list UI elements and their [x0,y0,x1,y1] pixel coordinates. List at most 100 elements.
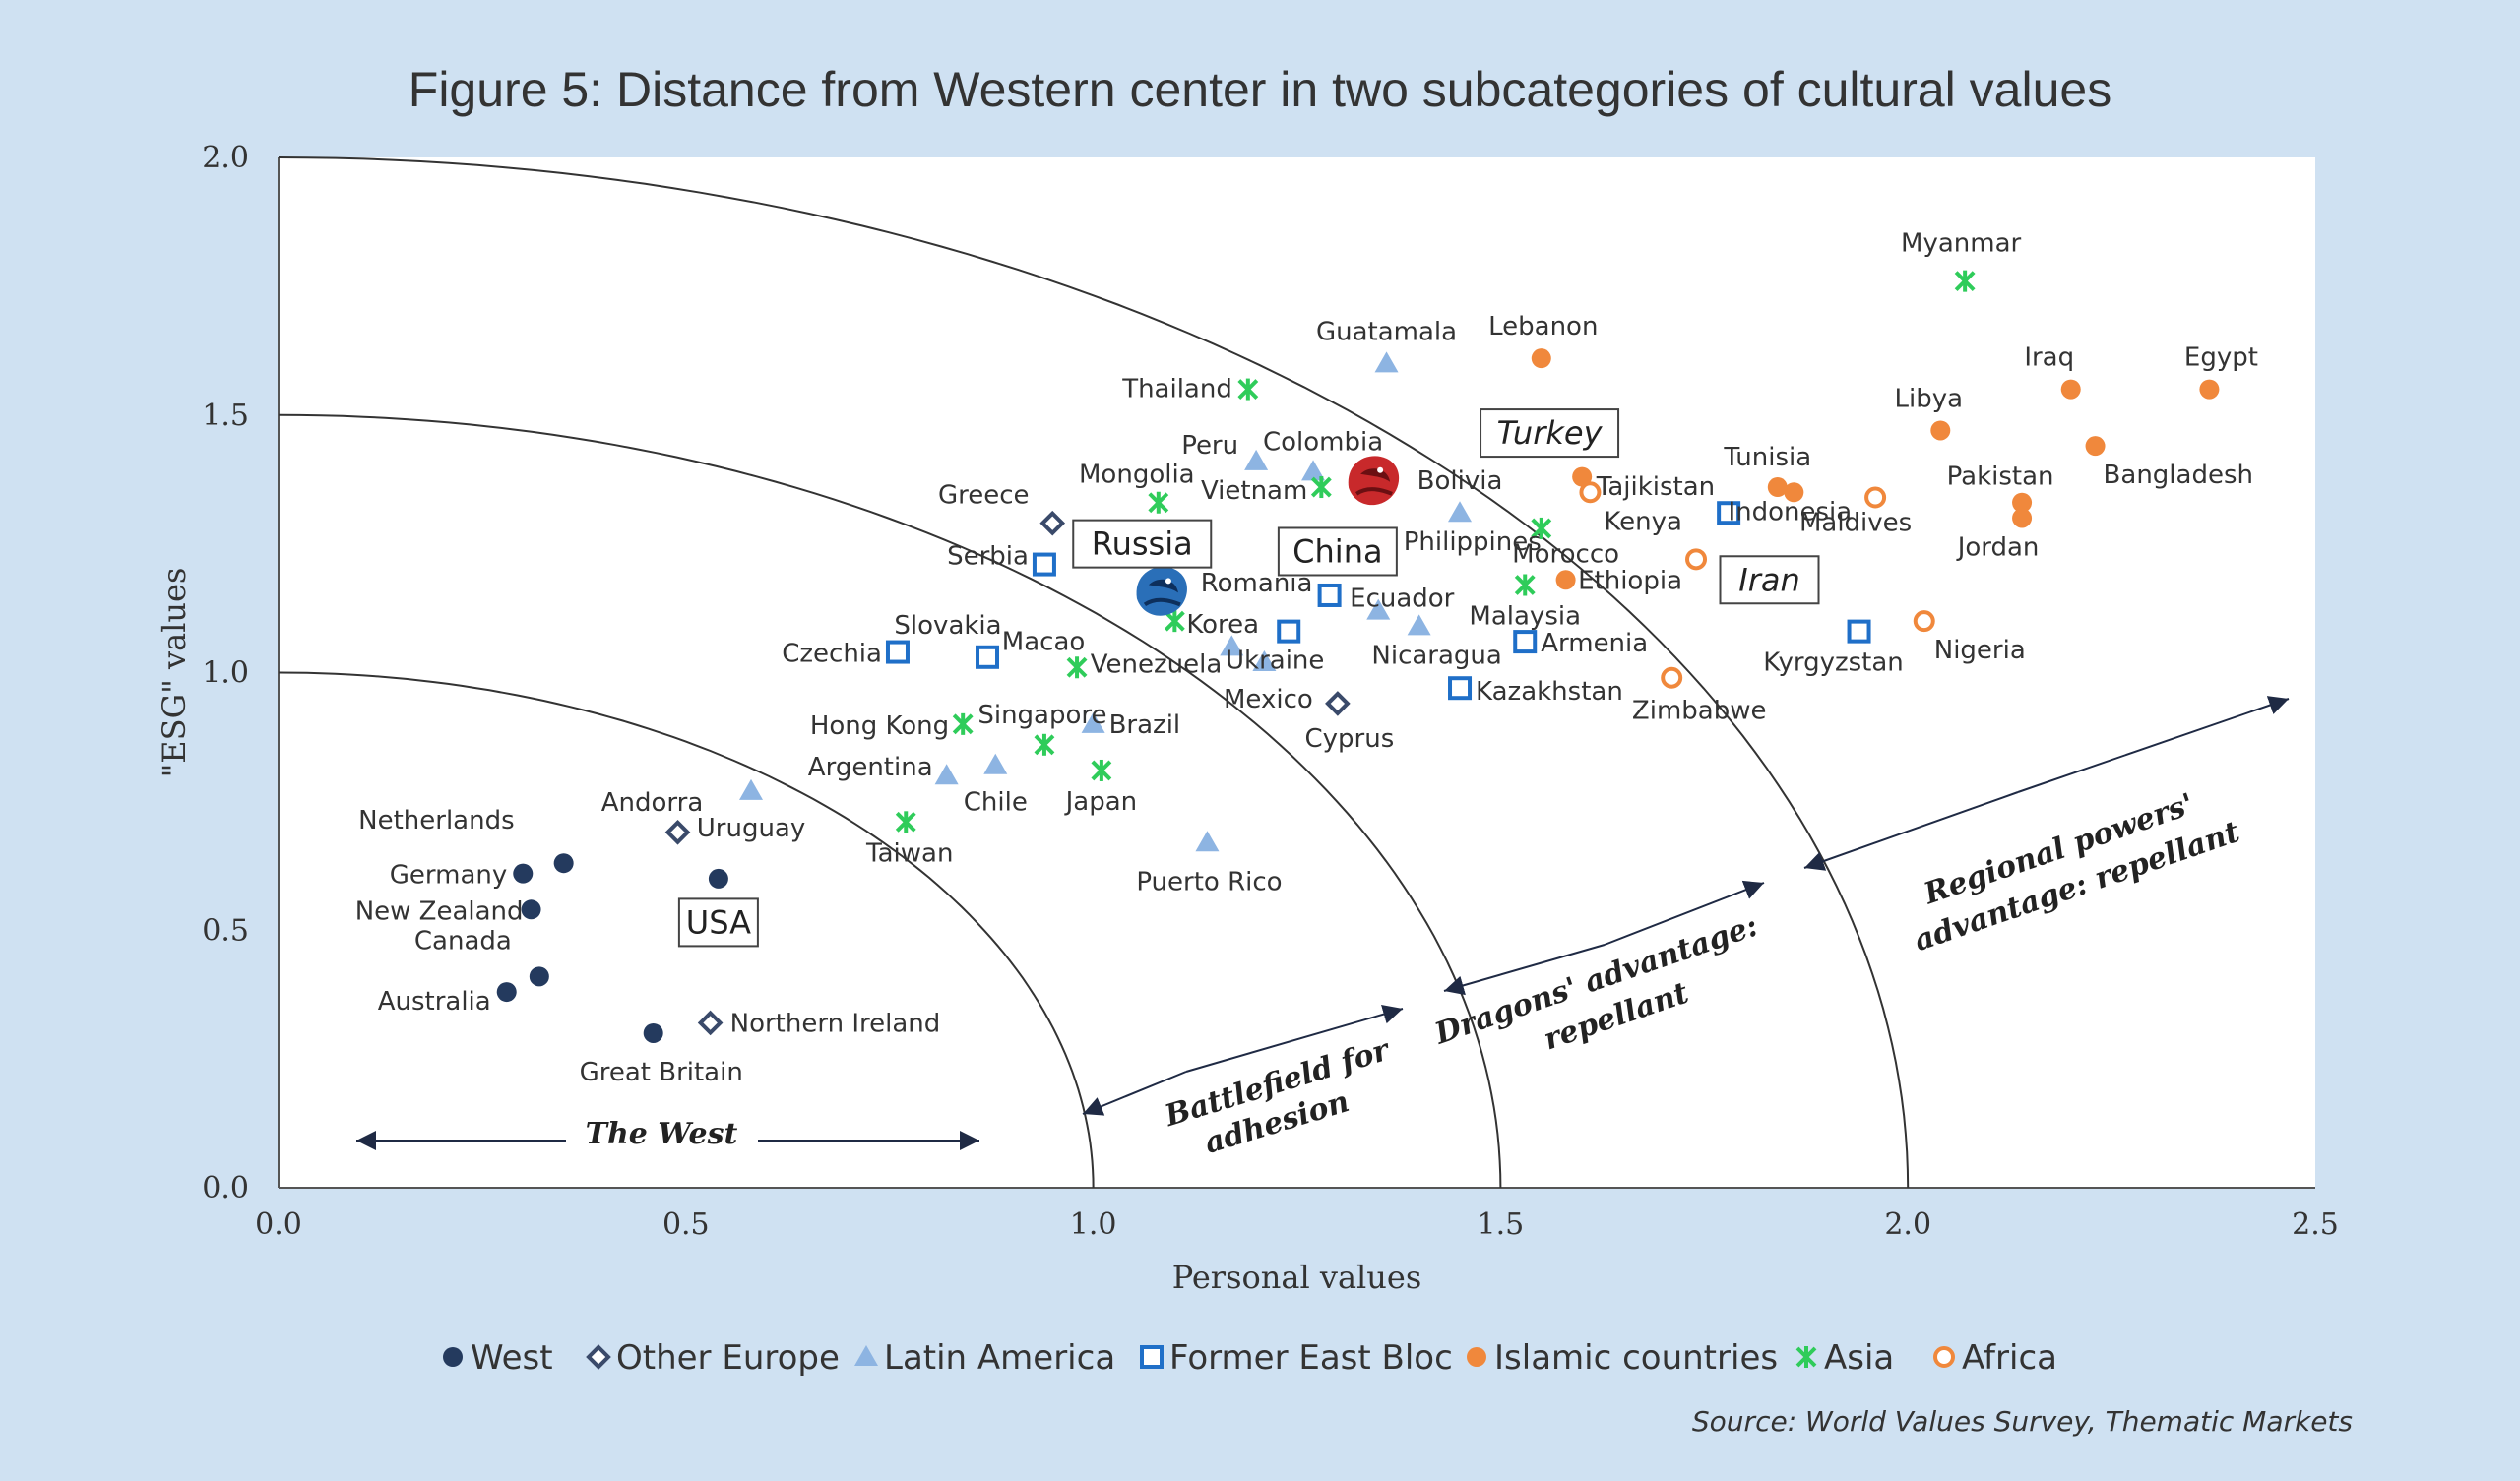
point-label-guatamala: Guatamala [1316,317,1457,346]
point-ecuador [1366,598,1391,620]
point-egypt [2199,379,2220,400]
point-label-andorra: Andorra [601,788,704,818]
point-label-mongolia: Mongolia [1079,461,1195,490]
point-label-greece: Greece [938,481,1030,511]
point-libya [1930,420,1951,441]
point-singapore [1034,733,1055,756]
point-label-philippines: Philippines [1404,527,1542,557]
point-label-korea: Korea [1186,610,1259,640]
point-myanmar [1954,270,1976,292]
annotation-west: The West [586,1117,738,1151]
point-cyprus [1325,691,1351,716]
point-label-tunisia: Tunisia [1723,443,1811,472]
point-uruguay [739,778,764,800]
point-japan [1091,759,1112,781]
point-canada [529,966,549,987]
point-peru [1244,449,1269,470]
point-guatamala [1374,351,1399,373]
point-australia [496,982,517,1003]
dragons-arrow-left [1443,944,1606,996]
legend-label-former-east-bloc: Former East Bloc [1169,1338,1453,1378]
point-label-ecuador: Ecuador [1350,585,1455,614]
legend-label-west: West [471,1338,553,1378]
box-iran [1719,555,1820,605]
point-colombia [1301,460,1326,481]
point-label-kenya: Kenya [1604,507,1682,536]
point-ethiopia [1685,548,1708,571]
point-label-myanmar: Myanmar [1901,229,2021,259]
box-turkey [1480,408,1620,459]
point-label-new-zealand: New Zealand [355,896,524,926]
legend-marker-latin-america [854,1345,878,1366]
point-mongolia [1148,491,1169,514]
point-label-slovakia: Slovakia [894,611,1001,641]
point-bolivia [1448,501,1473,523]
point-korea [1164,610,1185,633]
legend-label-africa: Africa [1962,1338,2057,1378]
point-jordan [2012,508,2033,528]
y-tick-label: 2.0 [202,141,249,175]
point-label-venezuela: Venezuela [1091,649,1223,679]
x-axis-label: Personal values [1172,1259,1421,1296]
y-tick-label: 1.5 [202,399,249,433]
point-kyrgyzstan [1847,619,1871,644]
point-label-lebanon: Lebanon [1488,312,1598,341]
point-pakistan [2012,492,2033,513]
regional-arrow-left [1803,791,2019,871]
point-kenya [1579,481,1602,504]
russia-dragon-emblem [1136,566,1187,616]
point-lebanon [1531,348,1551,369]
point-czechia [885,640,910,664]
x-tick-label: 1.0 [1070,1207,1117,1242]
point-label-mexico: Mexico [1224,685,1313,714]
y-axis-label: "ESG" values [156,568,193,778]
point-label-czechia: Czechia [782,640,882,669]
point-label-morocco: Morocco [1512,539,1619,569]
legend-label-islamic-countries: Islamic countries [1494,1338,1778,1378]
x-tick-label: 2.0 [1884,1207,1931,1242]
point-label-maldives: Maldives [1799,509,1912,538]
box-label-usa: USA [686,903,751,941]
box-china [1277,526,1398,577]
point-label-armenia: Armenia [1541,629,1648,658]
point-label-northern-ireland: Northern Ireland [730,1009,941,1038]
point-malaysia [1514,574,1536,596]
x-tick-label: 0.5 [662,1207,710,1242]
point-label-singapore: Singapore [977,701,1106,730]
point-netherlands [553,853,574,874]
point-indonesia [1784,482,1804,503]
point-label-cyprus: Cyprus [1304,724,1394,754]
point-label-jordan: Jordan [1956,532,2040,562]
point-taiwan [895,811,916,833]
box-label-china: China [1292,532,1382,570]
source-note: Source: World Values Survey, Thematic Ma… [1692,1405,2353,1438]
box-usa [677,897,759,948]
point-bangladesh [2085,436,2106,457]
point-venezuela [1220,635,1244,656]
point-label-macao: Macao [1002,627,1086,656]
point-label-libya: Libya [1895,384,1964,413]
point-label-tajikistan: Tajikistan [1596,472,1715,502]
point-maldives [1864,486,1887,509]
point-hong-kong [952,712,974,735]
point-label-puerto-rico: Puerto Rico [1136,867,1282,896]
point-tunisia [1767,477,1788,498]
point-label-japan: Japan [1064,787,1138,817]
point-label-peru: Peru [1181,431,1238,461]
point-label-ukraine: Ukraine [1226,647,1324,676]
point-label-hong-kong: Hong Kong [810,711,949,741]
point-label-egypt: Egypt [2184,343,2258,373]
point-greece [1040,510,1066,536]
y-tick-label: 0.0 [202,1171,249,1205]
point-iraq [2060,379,2081,400]
legend-marker-islamic-countries [1467,1347,1486,1367]
point-argentina [934,764,959,785]
legend-marker-other-europe [586,1344,611,1370]
point-label-vietnam: Vietnam [1201,476,1307,506]
legend-marker-former-east-bloc [1140,1345,1164,1369]
point-puerto-rico [1195,831,1220,852]
point-thailand [1237,378,1259,401]
distance-curve [278,671,1095,1189]
